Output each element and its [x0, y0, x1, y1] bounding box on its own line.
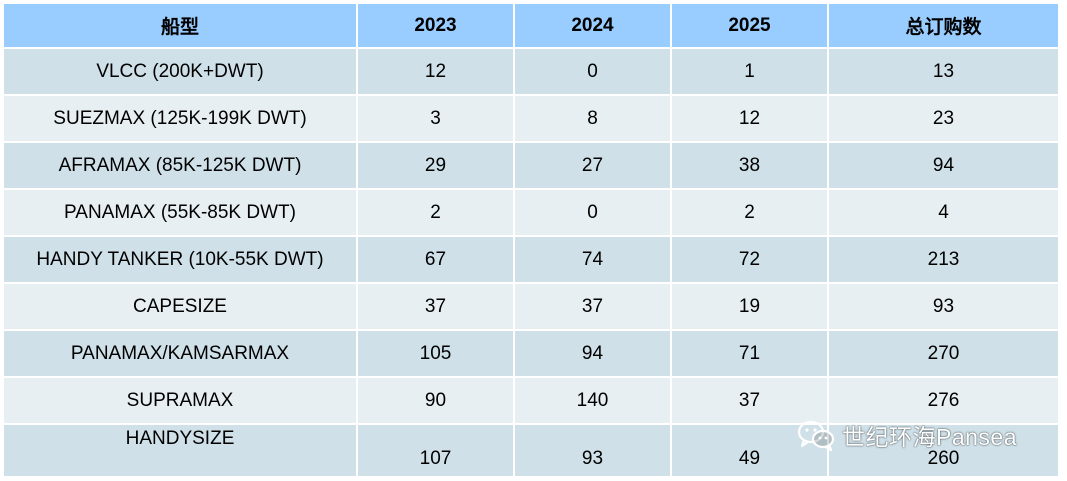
table-row: HANDY TANKER (10K-55K DWT) 67 74 72 213	[4, 237, 1058, 282]
cell-total: 270	[829, 331, 1058, 376]
cell-2025: 38	[672, 143, 827, 188]
cell-ship-type: PANAMAX (55K-85K DWT)	[4, 190, 356, 235]
cell-2023: 67	[358, 237, 513, 282]
cell-total: 276	[829, 378, 1058, 423]
cell-ship-type: PANAMAX/KAMSARMAX	[4, 331, 356, 376]
table-row: PANAMAX/KAMSARMAX 105 94 71 270	[4, 331, 1058, 376]
header-2024: 2024	[515, 4, 670, 47]
cell-2024: 0	[515, 49, 670, 94]
cell-2024: 37	[515, 284, 670, 329]
header-ship-type: 船型	[4, 4, 356, 47]
cell-ship-type: HANDYSIZE	[4, 425, 356, 476]
table-row: SUPRAMAX 90 140 37 276	[4, 378, 1058, 423]
cell-2023: 29	[358, 143, 513, 188]
cell-2024: 8	[515, 96, 670, 141]
orderbook-table-container: 船型 2023 2024 2025 总订购数 VLCC (200K+DWT) 1…	[4, 4, 1060, 478]
table-row: CAPESIZE 37 37 19 93	[4, 284, 1058, 329]
cell-ship-type: SUPRAMAX	[4, 378, 356, 423]
cell-2025: 72	[672, 237, 827, 282]
table-row: AFRAMAX (85K-125K DWT) 29 27 38 94	[4, 143, 1058, 188]
header-total-orders: 总订购数	[829, 4, 1058, 47]
watermark-text: 世纪环海Pansea	[842, 424, 1018, 450]
cell-ship-type: AFRAMAX (85K-125K DWT)	[4, 143, 356, 188]
cell-total: 213	[829, 237, 1058, 282]
header-2023: 2023	[358, 4, 513, 47]
cell-total: 4	[829, 190, 1058, 235]
cell-2023: 107	[358, 425, 513, 476]
cell-2025: 1	[672, 49, 827, 94]
table-row: VLCC (200K+DWT) 12 0 1 13	[4, 49, 1058, 94]
cell-2023: 3	[358, 96, 513, 141]
cell-2024: 0	[515, 190, 670, 235]
table-row: SUEZMAX (125K-199K DWT) 3 8 12 23	[4, 96, 1058, 141]
cell-2024: 27	[515, 143, 670, 188]
cell-2025: 37	[672, 378, 827, 423]
cell-ship-type: VLCC (200K+DWT)	[4, 49, 356, 94]
cell-2024: 140	[515, 378, 670, 423]
cell-total: 93	[829, 284, 1058, 329]
cell-2025: 71	[672, 331, 827, 376]
cell-2025: 2	[672, 190, 827, 235]
cell-2023: 2	[358, 190, 513, 235]
cell-ship-type: CAPESIZE	[4, 284, 356, 329]
cell-total: 94	[829, 143, 1058, 188]
table-row: HANDYSIZE 107 93 49 260	[4, 425, 1058, 476]
cell-2024: 93	[515, 425, 670, 476]
cell-2025: 19	[672, 284, 827, 329]
header-2025: 2025	[672, 4, 827, 47]
table-header-row: 船型 2023 2024 2025 总订购数	[4, 4, 1058, 47]
cell-2024: 74	[515, 237, 670, 282]
cell-2023: 90	[358, 378, 513, 423]
cell-2023: 105	[358, 331, 513, 376]
cell-ship-type: SUEZMAX (125K-199K DWT)	[4, 96, 356, 141]
cell-2025: 49	[672, 425, 827, 476]
cell-2024: 94	[515, 331, 670, 376]
wechat-icon	[796, 419, 836, 451]
cell-total: 23	[829, 96, 1058, 141]
table-row: PANAMAX (55K-85K DWT) 2 0 2 4	[4, 190, 1058, 235]
cell-ship-type: HANDY TANKER (10K-55K DWT)	[4, 237, 356, 282]
cell-total: 13	[829, 49, 1058, 94]
watermark: 世纪环海Pansea	[796, 418, 1017, 452]
cell-2023: 12	[358, 49, 513, 94]
cell-total: 260	[829, 425, 1058, 476]
cell-2023: 37	[358, 284, 513, 329]
cell-2025: 12	[672, 96, 827, 141]
